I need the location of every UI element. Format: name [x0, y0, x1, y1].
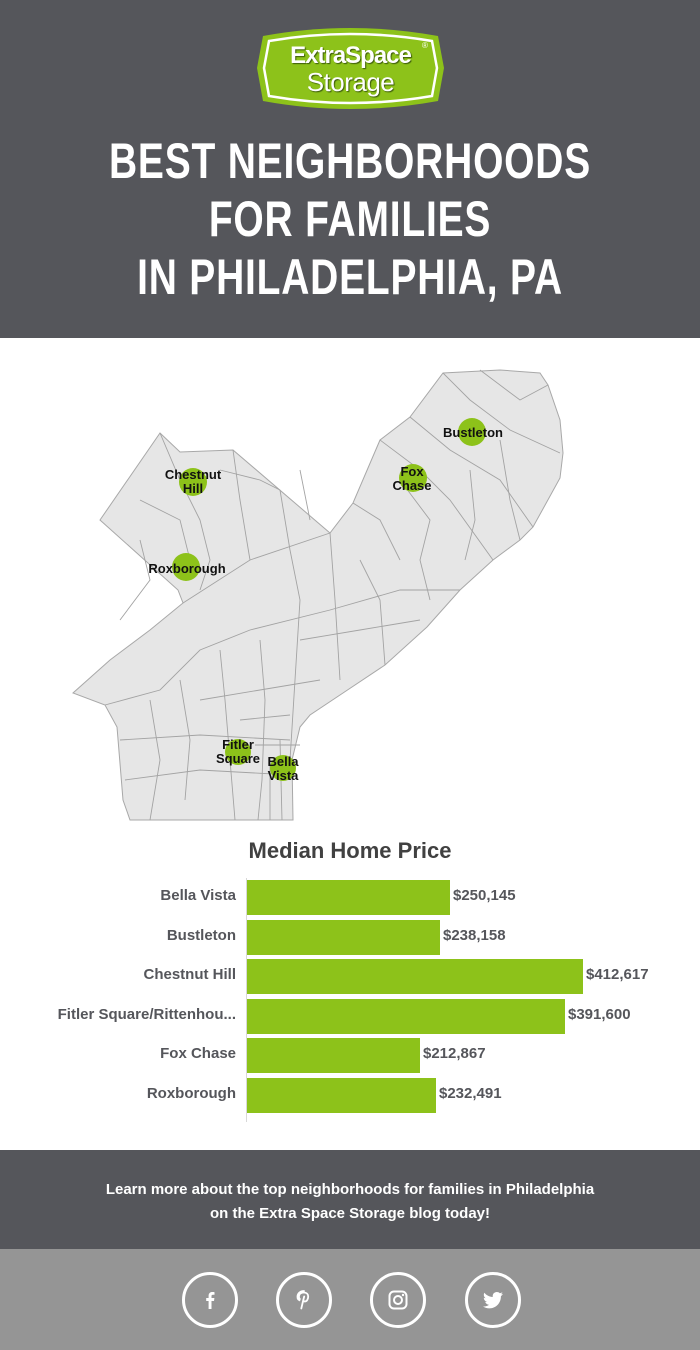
map-markers	[172, 418, 486, 781]
chart-title: Median Home Price	[248, 838, 452, 863]
bar-label: Chestnut Hill	[143, 966, 237, 984]
logo-text-extraspace: ExtraSpace	[290, 42, 412, 69]
cta-text[interactable]: Learn more about the top neighborhoods f…	[0, 1178, 700, 1226]
bar	[247, 959, 583, 995]
facebook-button[interactable]	[182, 1272, 238, 1328]
bar-label: Bustleton	[166, 926, 236, 944]
bar-label: Roxborough	[146, 1085, 236, 1102]
registered-mark: ®	[422, 41, 428, 50]
cta-banner: Learn more about the top neighborhoods f…	[0, 1150, 700, 1249]
instagram-button[interactable]	[370, 1272, 426, 1328]
bar	[247, 880, 450, 915]
chart-row: Chestnut Hill $412,617	[0, 955, 700, 995]
map-outline-icon	[72, 369, 564, 821]
chart-row: Bella Vista $250,145	[0, 876, 700, 915]
bar-value: $232,491	[439, 1085, 502, 1102]
cta-line-1: Learn more about the top neighborhoods f…	[105, 1181, 595, 1198]
facebook-icon	[206, 1292, 215, 1309]
title-line-1: BEST NEIGHBORHOODS	[108, 133, 592, 189]
pinterest-icon	[296, 1290, 310, 1310]
chart-row: Fox Chase $212,867	[0, 1034, 700, 1074]
map-label-chestnut-hill: Chestnut Hill	[164, 467, 222, 496]
instagram-icon	[388, 1290, 408, 1310]
bar-value: $412,617	[586, 966, 649, 984]
twitter-button[interactable]	[465, 1272, 521, 1328]
logo-text-storage: Storage	[306, 67, 395, 97]
map-label-bella-vista: Bella Vista	[267, 754, 299, 783]
chart-axis-line	[246, 878, 247, 1122]
bar-value: $250,145	[453, 887, 516, 904]
bar-value: $238,158	[443, 926, 506, 944]
title-line-3: IN PHILADELPHIA, PA	[137, 249, 563, 305]
chart-row: Bustleton $238,158	[0, 916, 700, 955]
bar-label: Fox Chase	[160, 1045, 236, 1063]
pinterest-button[interactable]	[276, 1272, 332, 1328]
logo-badge-icon	[257, 28, 444, 109]
map-label-fitler-square: Fitler Square	[215, 737, 261, 766]
bar	[247, 1038, 420, 1074]
page-title: BEST NEIGHBORHOODS FOR FAMILIES IN PHILA…	[0, 132, 700, 306]
bar-label: Bella Vista	[160, 887, 236, 904]
chart-row: Roxborough $232,491	[0, 1074, 700, 1113]
map-label-bustleton: Bustleton	[443, 425, 503, 440]
cta-line-2: on the Extra Space Storage blog today!	[209, 1205, 491, 1222]
map-label-fox-chase: Fox Chase	[392, 464, 432, 493]
bar	[247, 998, 565, 1034]
bar-value: $391,600	[568, 1005, 631, 1023]
bar	[247, 1078, 436, 1113]
philadelphia-map: Bustleton Fox Chase Chestnut Hill Roxborou…	[0, 338, 700, 828]
bar-value: $212,867	[423, 1045, 486, 1063]
bar	[247, 919, 440, 955]
twitter-icon	[483, 1292, 503, 1309]
median-home-price-chart: Bella Vista $250,145 Bustleton $238,158 …	[0, 876, 700, 1126]
bar-label: Fitler Square/Rittenhou...	[57, 1005, 236, 1023]
extra-space-storage-logo[interactable]: ExtraSpace Storage ®	[255, 26, 446, 111]
social-bar	[0, 1249, 700, 1350]
header-banner: ExtraSpace Storage ® BEST NEIGHBORHOODS …	[0, 0, 700, 338]
chart-row: Fitler Square/Rittenhou... $391,600	[0, 995, 700, 1034]
title-line-2: FOR FAMILIES	[208, 191, 492, 247]
map-label-roxborough: Roxborough	[148, 561, 226, 576]
